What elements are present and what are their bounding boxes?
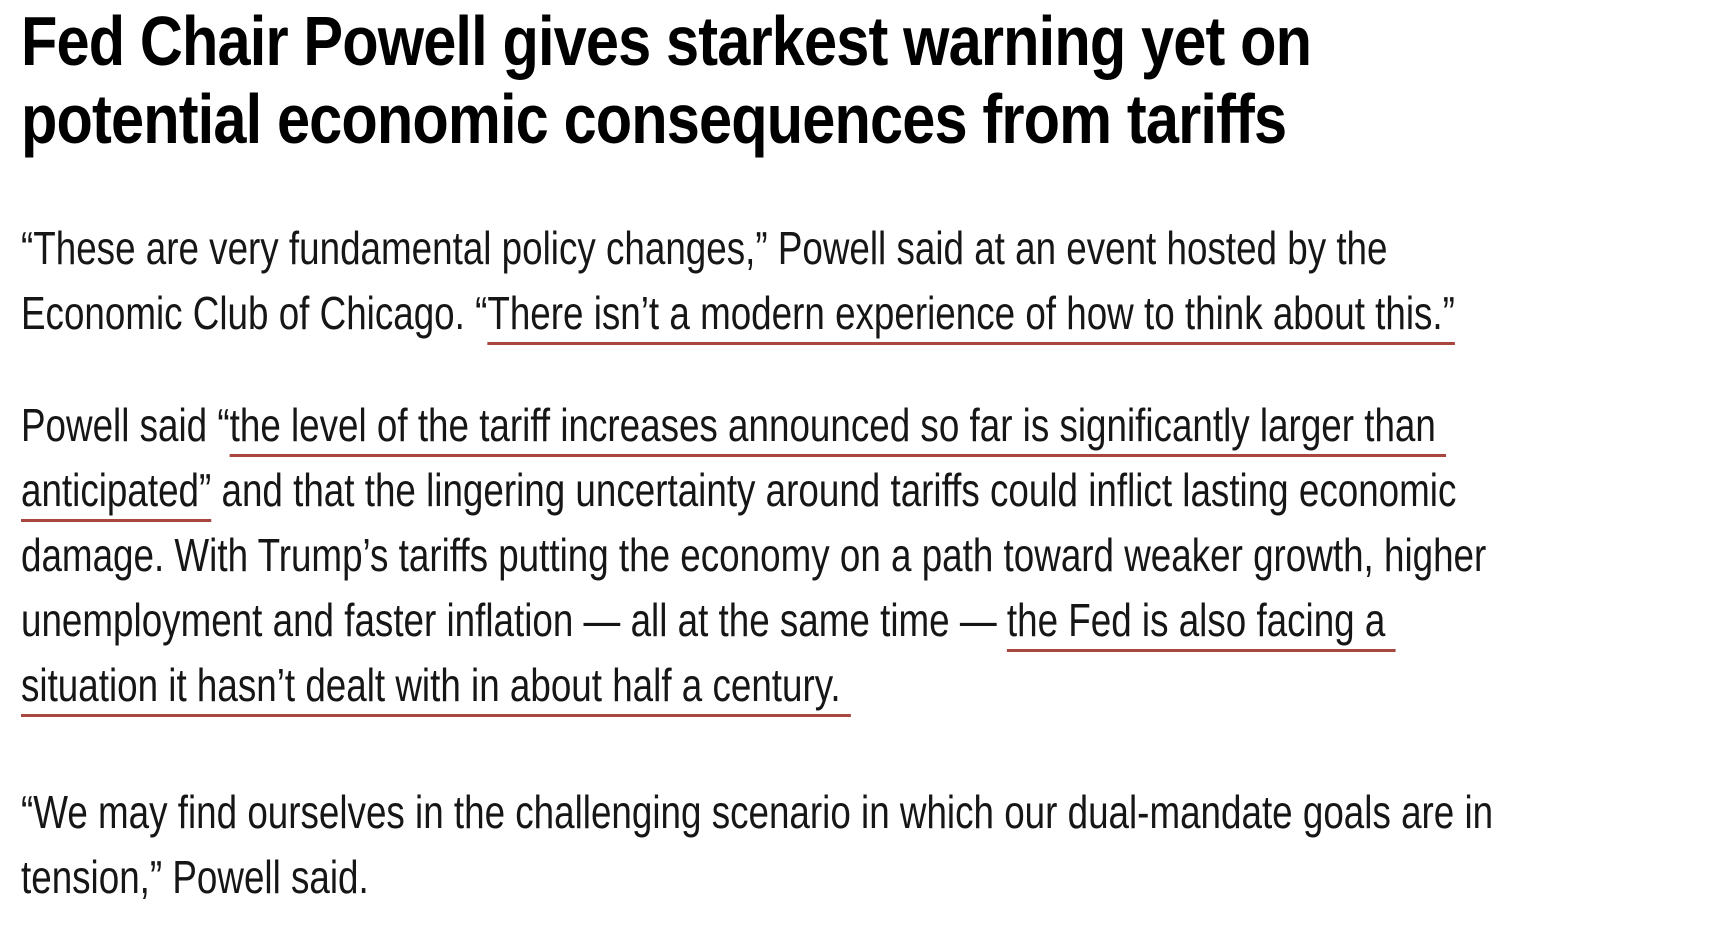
article-body: “These are very fundamental policy chang…: [21, 216, 1726, 910]
inline-link[interactable]: the Fed is also facing a situation it ha…: [21, 594, 1386, 711]
paragraph-text: “These are very fundamental policy chang…: [21, 222, 1388, 339]
inline-link[interactable]: There isn’t a modern experience of how t…: [487, 287, 1455, 339]
article-paragraph: “These are very fundamental policy chang…: [21, 216, 1726, 346]
inline-link[interactable]: the level of the tariff increases announ…: [21, 399, 1436, 516]
paragraph-text: “We may find ourselves in the challengin…: [21, 786, 1494, 903]
article-paragraph: Powell said “the level of the tariff inc…: [21, 393, 1726, 718]
article-headline: Fed Chair Powell gives starkest warning …: [21, 2, 1312, 158]
paragraph-text: and that the lingering uncertainty aroun…: [21, 464, 1487, 646]
paragraph-text: Powell said “: [21, 399, 230, 451]
article-paragraph: “We may find ourselves in the challengin…: [21, 780, 1726, 910]
